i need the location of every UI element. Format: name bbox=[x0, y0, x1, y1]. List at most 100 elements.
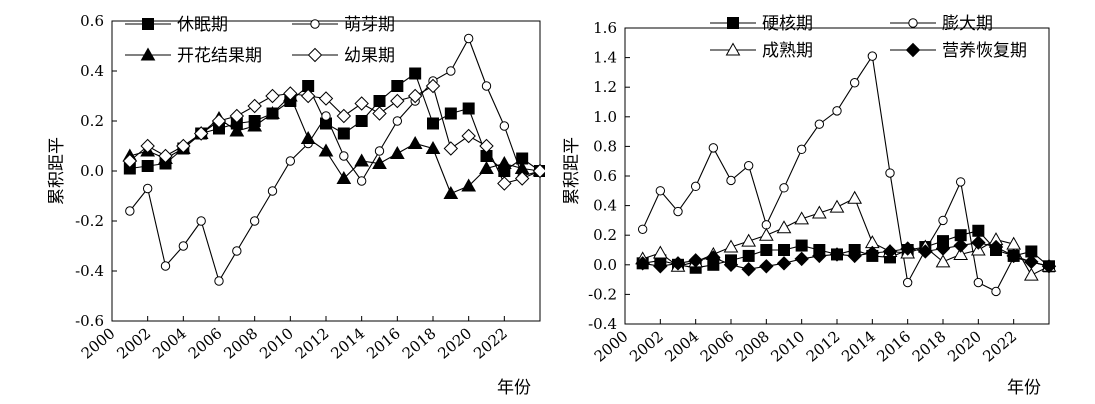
right-data-point bbox=[637, 224, 648, 234]
left-data-point bbox=[409, 67, 422, 80]
left-data-point bbox=[318, 143, 334, 157]
left-data-point bbox=[425, 78, 441, 94]
left-data-point bbox=[178, 241, 189, 251]
right-data-point bbox=[670, 256, 686, 271]
left-data-point bbox=[514, 171, 530, 186]
right-data-point bbox=[688, 253, 703, 268]
left-data-point bbox=[140, 138, 155, 154]
left-x-tick-label: 2022 bbox=[470, 324, 511, 362]
left-data-point bbox=[391, 80, 404, 92]
left-data-point bbox=[267, 186, 278, 196]
left-data-point bbox=[355, 115, 368, 127]
left-legend-marker bbox=[140, 47, 156, 61]
right-legend-marker bbox=[905, 42, 921, 58]
left-data-point bbox=[354, 153, 370, 167]
left-data-point bbox=[285, 156, 296, 166]
right-y-tick-label: 1.0 bbox=[593, 108, 617, 126]
right-plot-frame bbox=[624, 27, 1050, 325]
right-data-point bbox=[1024, 254, 1039, 270]
left-series-1 bbox=[123, 67, 545, 177]
right-data-point bbox=[953, 246, 969, 260]
right-y-tick-label: 1.4 bbox=[593, 49, 617, 67]
left-data-point bbox=[425, 140, 441, 154]
left-data-point bbox=[214, 276, 224, 286]
left-legend-item-1: 休眠期 bbox=[125, 15, 228, 35]
right-data-point bbox=[1041, 259, 1057, 274]
right-data-point bbox=[723, 257, 739, 273]
right-data-point bbox=[847, 248, 862, 264]
right-data-point bbox=[706, 250, 721, 265]
right-data-point bbox=[829, 199, 845, 213]
right-data-point bbox=[953, 238, 968, 253]
left-chart: 0.6 0.4 0.2 0.0 -0.2 -0.4 -0.62000200220042006… bbox=[47, 12, 545, 398]
right-data-point bbox=[776, 256, 792, 271]
left-data-point bbox=[211, 113, 227, 129]
left-y-tick-label: -0.4 bbox=[75, 262, 104, 280]
left-data-point bbox=[176, 138, 191, 154]
left-data-point bbox=[300, 130, 316, 144]
left-data-point bbox=[265, 105, 280, 119]
right-data-point bbox=[796, 144, 807, 155]
right-legend-label: 成熟期 bbox=[762, 40, 813, 61]
right-y-tick-label: 1.2 bbox=[593, 78, 617, 96]
left-x-tick-label: 2002 bbox=[113, 324, 154, 362]
right-data-point bbox=[635, 256, 650, 271]
left-data-point bbox=[372, 155, 387, 169]
right-legend-marker bbox=[727, 17, 739, 29]
right-legend-marker bbox=[908, 18, 918, 28]
left-data-point bbox=[356, 176, 367, 186]
left-data-point bbox=[336, 170, 352, 184]
left-data-point bbox=[142, 183, 153, 194]
right-y-axis-label: 累积距平 bbox=[562, 137, 582, 205]
right-data-point bbox=[794, 251, 809, 267]
right-data-point bbox=[973, 277, 984, 288]
right-data-point bbox=[902, 277, 913, 288]
left-data-point bbox=[229, 123, 245, 137]
right-data-point bbox=[811, 205, 827, 219]
right-plot-area bbox=[624, 27, 1050, 325]
left-data-point bbox=[196, 216, 206, 226]
left-x-tick-label: 2014 bbox=[327, 324, 368, 362]
left-data-point bbox=[354, 96, 369, 111]
right-data-point bbox=[988, 239, 1004, 255]
right-data-point bbox=[779, 183, 789, 193]
right-series-line bbox=[642, 54, 1050, 293]
left-data-point bbox=[374, 146, 385, 156]
left-data-point bbox=[392, 116, 403, 126]
right-data-point bbox=[935, 254, 951, 268]
right-data-point bbox=[832, 106, 842, 116]
left-series-2 bbox=[125, 33, 545, 286]
left-data-point bbox=[479, 160, 494, 174]
left-data-point bbox=[481, 81, 492, 91]
right-x-tick-label: 2002 bbox=[626, 327, 667, 365]
left-series-line bbox=[129, 37, 541, 283]
left-data-point bbox=[443, 185, 459, 199]
right-series-4 bbox=[635, 235, 1057, 277]
left-legend-label: 开花结果期 bbox=[177, 46, 262, 66]
right-data-point bbox=[938, 215, 948, 226]
left-data-point bbox=[232, 246, 242, 256]
right-x-tick-label: 2010 bbox=[767, 327, 808, 365]
right-x-axis-label: 年份 bbox=[1007, 378, 1041, 398]
right-data-point bbox=[795, 239, 808, 252]
left-data-point bbox=[339, 151, 349, 161]
left-data-point bbox=[446, 66, 456, 76]
left-x-tick-label: 2016 bbox=[363, 324, 404, 362]
right-series-group bbox=[635, 51, 1057, 297]
left-data-point bbox=[337, 127, 350, 140]
right-x-tick-label: 2014 bbox=[838, 327, 879, 365]
right-y-tick-label: 0.2 bbox=[593, 226, 617, 244]
left-data-point bbox=[229, 108, 245, 124]
left-data-point bbox=[463, 33, 474, 44]
right-x-tick-label: 2004 bbox=[661, 327, 702, 365]
right-data-point bbox=[794, 211, 810, 225]
right-legend-label: 营养恢复期 bbox=[942, 41, 1027, 61]
right-data-point bbox=[741, 233, 757, 247]
left-legend-marker bbox=[142, 18, 154, 30]
left-data-point bbox=[499, 121, 510, 131]
left-legend-item-2: 萌芽期 bbox=[292, 15, 395, 35]
left-y-tick-label: 0.4 bbox=[80, 62, 104, 80]
left-x-tick-label: 2010 bbox=[256, 324, 297, 362]
